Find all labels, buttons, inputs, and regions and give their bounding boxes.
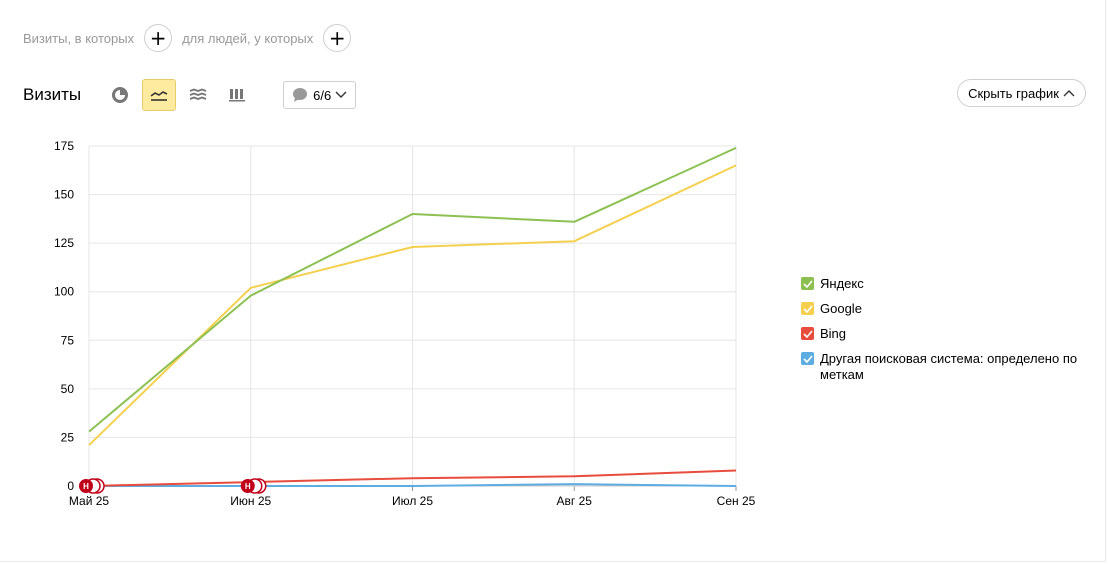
- series-line: [88, 146, 737, 433]
- legend-item[interactable]: Яндекс: [801, 276, 1101, 292]
- legend-label: Bing: [820, 326, 847, 341]
- checkbox-checked-icon: [801, 277, 814, 290]
- area-chart-icon: [189, 88, 207, 100]
- chevron-down-icon: [335, 91, 347, 98]
- y-tick-label: 150: [54, 188, 74, 202]
- annotation-label: H: [245, 482, 251, 491]
- pie-chart-icon: [112, 87, 129, 103]
- y-tick-label: 50: [61, 382, 75, 396]
- pie-chart-button[interactable]: [103, 79, 137, 111]
- add-visit-condition-button[interactable]: +: [144, 24, 173, 52]
- checkbox-checked-icon: [801, 302, 814, 315]
- series-count: 6/6: [313, 87, 332, 103]
- series-line: [88, 469, 737, 487]
- legend-item[interactable]: Другая поисковая система: определено по …: [801, 351, 1101, 383]
- legend-item[interactable]: Google: [801, 301, 1101, 317]
- annotation-marker: [240, 479, 255, 493]
- area-chart-button[interactable]: [181, 79, 215, 111]
- y-tick-label: 75: [61, 333, 75, 347]
- y-tick-label: 100: [54, 285, 74, 299]
- series-selector[interactable]: 6/6: [283, 81, 357, 109]
- legend-label: Google: [820, 301, 862, 316]
- legend-label: Яндекс: [820, 276, 864, 291]
- y-tick-label: 0: [67, 479, 74, 493]
- y-tick-label: 25: [61, 430, 75, 444]
- x-tick-label: Май 25: [69, 494, 110, 508]
- speech-bubble-icon: [293, 88, 308, 102]
- chart-title: Визиты: [23, 85, 82, 104]
- checkbox-checked-icon: [801, 327, 814, 340]
- legend-label: Другая поисковая система: определено по …: [820, 351, 1078, 382]
- x-tick-label: Июн 25: [230, 494, 271, 508]
- visits-condition-label: Визиты, в которых: [23, 30, 135, 46]
- annotation-marker: [79, 479, 93, 493]
- hide-chart-button[interactable]: Скрыть график: [957, 79, 1086, 107]
- y-tick-label: 125: [54, 236, 74, 250]
- hide-chart-label: Скрыть график: [968, 85, 1059, 101]
- segment-row: Визиты, в которых + для людей, у которых…: [23, 24, 361, 52]
- legend-item[interactable]: Bing: [801, 326, 1101, 342]
- series-line: [89, 483, 737, 487]
- visits-line-chart: 0 25 50 75 100 125 150 175 Май 25 Июн 25 Июл 25 Авг…: [54, 139, 756, 508]
- annotation-label: H: [83, 482, 89, 491]
- x-tick-label: Сен 25: [717, 494, 756, 508]
- bar-chart-icon: [229, 89, 246, 102]
- chart-toolbar: Визиты 6/6: [23, 78, 357, 112]
- x-tick-label: Авг 25: [557, 494, 593, 508]
- chart-legend: Яндекс Google Bing Другая поисковая система…: [801, 276, 1101, 392]
- y-tick-label: 175: [54, 139, 74, 153]
- people-condition-label: для людей, у которых: [182, 30, 314, 46]
- add-people-condition-button[interactable]: +: [323, 24, 352, 52]
- checkbox-checked-icon: [801, 352, 814, 365]
- chevron-up-icon: [1063, 90, 1075, 97]
- x-tick-label: Июл 25: [392, 494, 433, 508]
- bar-chart-button[interactable]: [220, 79, 254, 111]
- line-chart-button[interactable]: [142, 79, 177, 111]
- line-chart-icon: [150, 91, 168, 101]
